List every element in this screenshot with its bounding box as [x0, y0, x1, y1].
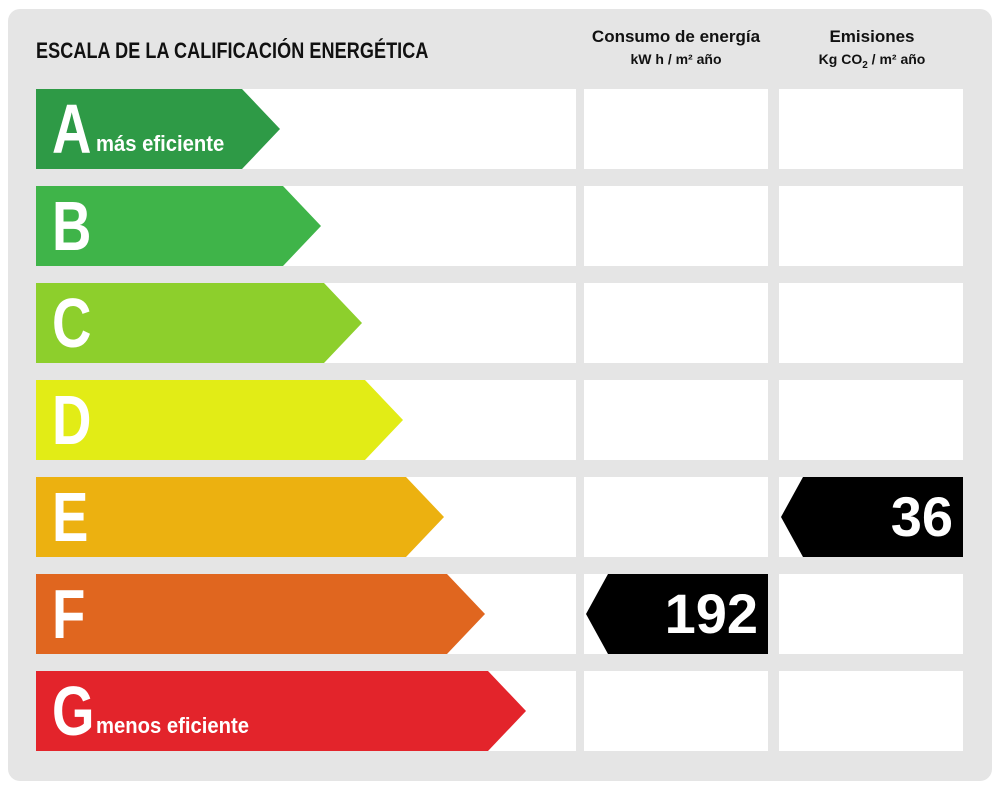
- band-shape-c: [36, 283, 362, 363]
- band-shape-d: [36, 380, 403, 460]
- band-shape-b: [36, 186, 321, 266]
- emisiones-column-header: Emisiones Kg CO2 / m² año: [778, 26, 966, 77]
- band-letter-c: C: [52, 284, 92, 362]
- band-c: C: [36, 283, 362, 363]
- consumo-column-label: Consumo de energía: [591, 27, 761, 46]
- emisiones-column-unit: Kg CO2 / m² año: [778, 48, 966, 77]
- band-arrow-c: [36, 283, 362, 363]
- consumo-rating-marker: 192: [586, 574, 768, 654]
- band-b: B: [36, 186, 321, 266]
- consumo-column-header: Consumo de energía kW h / m² año: [582, 26, 770, 70]
- consumo-cell-e: [584, 477, 768, 557]
- emisiones-cell-f: [779, 574, 963, 654]
- page-title: ESCALA DE LA CALIFICACIÓN ENERGÉTICA: [36, 38, 429, 63]
- band-letter-g: G: [52, 672, 95, 750]
- band-note-a: más eficiente: [96, 131, 225, 156]
- band-shape-e: [36, 477, 444, 557]
- consumo-marker-arrow: [586, 574, 768, 654]
- emisiones-cell-c: [779, 283, 963, 363]
- emisiones-unit-sub: 2: [862, 59, 868, 71]
- consumo-rating-value: 192: [664, 582, 758, 645]
- emisiones-rating-value: 36: [890, 485, 953, 548]
- band-arrow-d: [36, 380, 403, 460]
- band-letter-d: D: [52, 381, 92, 459]
- band-shape-f: [36, 574, 485, 654]
- band-letter-a: A: [52, 90, 92, 168]
- consumo-cell-c: [584, 283, 768, 363]
- band-letter-b: B: [52, 187, 92, 265]
- consumo-column-unit: kW h / m² año: [630, 51, 722, 67]
- emisiones-cell-a: [779, 89, 963, 169]
- band-arrow-f: [36, 574, 485, 654]
- band-shape-g: [36, 671, 526, 751]
- band-arrow-a: [36, 89, 280, 169]
- band-letter-e: E: [52, 478, 89, 556]
- band-e: E: [36, 477, 444, 557]
- consumo-marker-shape: [586, 574, 768, 654]
- consumo-cell-b: [584, 186, 768, 266]
- emisiones-unit-prefix: Kg CO: [818, 51, 863, 67]
- band-arrow-b: [36, 186, 321, 266]
- emisiones-cell-g: [779, 671, 963, 751]
- consumo-cell-a: [584, 89, 768, 169]
- emisiones-column-label: Emisiones: [829, 27, 915, 46]
- emisiones-cell-b: [779, 186, 963, 266]
- band-shape-a: [36, 89, 280, 169]
- emisiones-unit-suffix: / m² año: [867, 51, 926, 67]
- band-letter-f: F: [52, 575, 86, 653]
- emisiones-cell-d: [779, 380, 963, 460]
- band-note-g: menos eficiente: [96, 713, 249, 738]
- emisiones-rating-marker: 36: [781, 477, 963, 557]
- consumo-cell-g: [584, 671, 768, 751]
- band-d: D: [36, 380, 403, 460]
- emisiones-marker-shape: [781, 477, 963, 557]
- band-f: F: [36, 574, 485, 654]
- consumo-cell-d: [584, 380, 768, 460]
- band-arrow-g: [36, 671, 526, 751]
- emisiones-marker-arrow: [781, 477, 963, 557]
- band-arrow-e: [36, 477, 444, 557]
